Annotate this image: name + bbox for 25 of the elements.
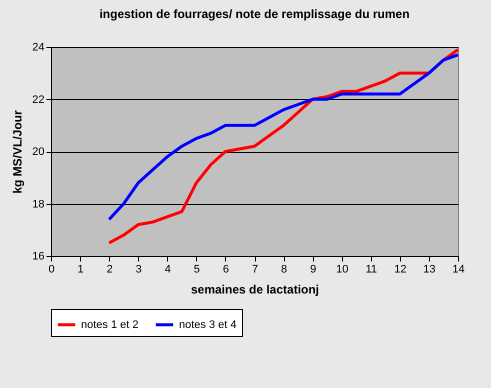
x-tick-label: 4 [164, 264, 171, 276]
y-axis-title: kg MS/VL/Jour [10, 110, 24, 194]
y-tick-label: 24 [32, 42, 44, 54]
x-tick-label: 8 [281, 264, 288, 276]
x-tick-label: 0 [48, 264, 55, 276]
y-tick-label: 16 [32, 250, 44, 262]
x-tick-label: 6 [222, 264, 229, 276]
x-tick-label: 5 [194, 264, 200, 276]
x-tick-label: 14 [452, 264, 465, 276]
x-tick-label: 10 [336, 264, 348, 276]
y-tick-label: 22 [32, 94, 44, 106]
y-tick-label: 18 [32, 198, 44, 210]
x-axis-title: semaines de lactationj [190, 282, 320, 296]
chart-title: ingestion de fourrages/ note de remplissage du rumen [99, 7, 410, 21]
x-tick-label: 2 [106, 264, 113, 276]
x-tick-label: 13 [423, 264, 436, 276]
x-tick-label: 12 [394, 264, 406, 276]
x-tick-label: 1 [78, 264, 84, 276]
legend-label: notes 3 et 4 [179, 318, 236, 331]
legend-label: notes 1 et 2 [81, 318, 138, 331]
x-tick-label: 9 [310, 264, 316, 276]
x-tick-label: 7 [252, 264, 258, 276]
y-tick-label: 20 [32, 146, 44, 158]
x-tick-label: 11 [366, 264, 377, 276]
x-tick-label: 3 [136, 264, 142, 276]
